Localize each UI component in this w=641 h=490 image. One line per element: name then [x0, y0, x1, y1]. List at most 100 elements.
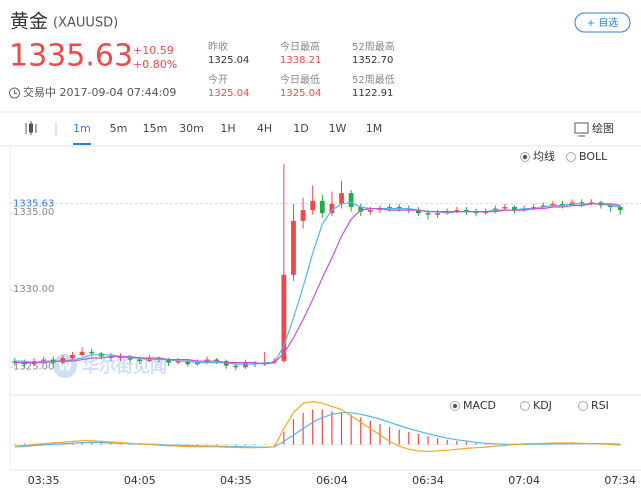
candle-body [473, 211, 479, 214]
interval-tab[interactable]: 5m [110, 122, 128, 135]
candle-body [89, 351, 95, 354]
stat-value: 1325.04 [280, 88, 321, 99]
stat-label: 52周最低 [352, 73, 395, 86]
candle-body [252, 362, 258, 365]
radio-dot [452, 403, 458, 409]
candle-body [502, 207, 508, 209]
macd-bar [23, 443, 26, 445]
candle-body [194, 362, 200, 365]
indicator-option[interactable]: 均线 [533, 149, 555, 163]
candle-body [540, 205, 546, 208]
x-tick-label: 04:05 [124, 474, 156, 487]
candle-body [348, 193, 354, 208]
macd-bar [437, 438, 439, 445]
candle-body [70, 354, 75, 359]
stat-label: 今开 [208, 73, 228, 86]
indicator-option[interactable]: MACD [463, 399, 496, 412]
interval-tab[interactable]: 15m [143, 122, 168, 135]
candle-body [425, 213, 431, 215]
radio[interactable] [578, 401, 588, 411]
x-tick-label: 07:04 [508, 474, 540, 487]
stat-value: 1122.91 [352, 88, 393, 99]
stat-label: 52周最高 [352, 40, 395, 53]
draw-button[interactable]: 绘图 [592, 121, 614, 135]
macd-bar [408, 431, 410, 445]
indicator-option[interactable]: KDJ [533, 399, 552, 412]
macd-bar [206, 444, 208, 446]
interval-tab[interactable]: 1D [293, 122, 308, 135]
interval-tab[interactable]: 4H [257, 122, 272, 135]
interval-tab[interactable]: 1H [220, 122, 235, 135]
price-change-pct: +0.80% [133, 58, 177, 71]
indicator-option[interactable]: RSI [591, 399, 609, 412]
macd-bar [119, 443, 122, 445]
macd-bar [427, 436, 429, 445]
asset-name: 黄金 [10, 11, 48, 33]
macd-bar [139, 444, 141, 446]
macd-bar [14, 443, 16, 445]
y-tick-label: 1335.00 [13, 207, 54, 218]
stat-label: 昨收 [208, 40, 228, 53]
macd-bar [350, 414, 352, 445]
clock-icon [9, 87, 20, 99]
watchlist-button[interactable] [574, 12, 631, 33]
macd-bar [340, 412, 343, 445]
macd-bar [292, 419, 295, 445]
last-price: 1335.63 [9, 39, 133, 74]
candle-body [358, 207, 364, 212]
macd-bar [264, 444, 266, 446]
macd-bar [196, 444, 198, 446]
macd-bar [465, 442, 468, 445]
macd-bar [485, 443, 487, 445]
interval-tab[interactable]: 1W [329, 122, 347, 135]
candle-body [339, 193, 344, 204]
watermark: 华尔街见闻 [82, 356, 167, 377]
candle-body [550, 203, 556, 206]
stat-value: 1325.04 [208, 88, 249, 99]
ma-line [14, 203, 621, 365]
asset-symbol: (XAUUSD) [53, 16, 118, 31]
interval-tab[interactable]: 1m [73, 122, 91, 135]
candle-body [406, 208, 412, 211]
macd-bar [321, 409, 323, 445]
macd-bar [273, 444, 275, 446]
watchlist-button-label[interactable]: + 自选 [587, 16, 619, 29]
candle-body [444, 211, 450, 214]
radio[interactable] [566, 152, 576, 162]
candle-body [579, 202, 585, 204]
dif-line [14, 400, 621, 453]
candle-body [281, 274, 287, 362]
interval-tab[interactable]: 30m [179, 122, 204, 135]
macd-bar [244, 444, 247, 446]
candle-body [387, 207, 392, 209]
macd-bar [331, 411, 333, 445]
macd-bar [81, 442, 83, 445]
x-tick-label: 04:35 [220, 474, 252, 487]
candle-body [118, 356, 123, 359]
candle-body [223, 361, 229, 366]
candle-body [531, 207, 537, 209]
candle-body [483, 211, 489, 214]
macd-bar [283, 431, 285, 445]
candle-body [329, 203, 335, 214]
indicator-option[interactable]: BOLL [579, 150, 608, 163]
candle-body [175, 361, 181, 363]
macd-bar [360, 417, 362, 445]
draw-icon [574, 122, 589, 137]
candle-body [137, 359, 143, 362]
candle-body [262, 362, 268, 365]
price-change: +10.59 [133, 44, 174, 57]
interval-tab[interactable]: 1M [366, 122, 383, 135]
macd-bar [417, 434, 419, 445]
macd-bar [100, 443, 102, 445]
candle-body [214, 359, 220, 362]
y-tick-label: 1330.00 [13, 284, 54, 295]
candle-body [512, 207, 517, 211]
stat-label: 今日最低 [280, 73, 320, 86]
candle-body [108, 356, 114, 359]
x-tick-label: 07:34 [604, 474, 636, 487]
candle-body [608, 205, 613, 208]
candle-body [396, 207, 402, 209]
radio[interactable] [520, 401, 530, 411]
